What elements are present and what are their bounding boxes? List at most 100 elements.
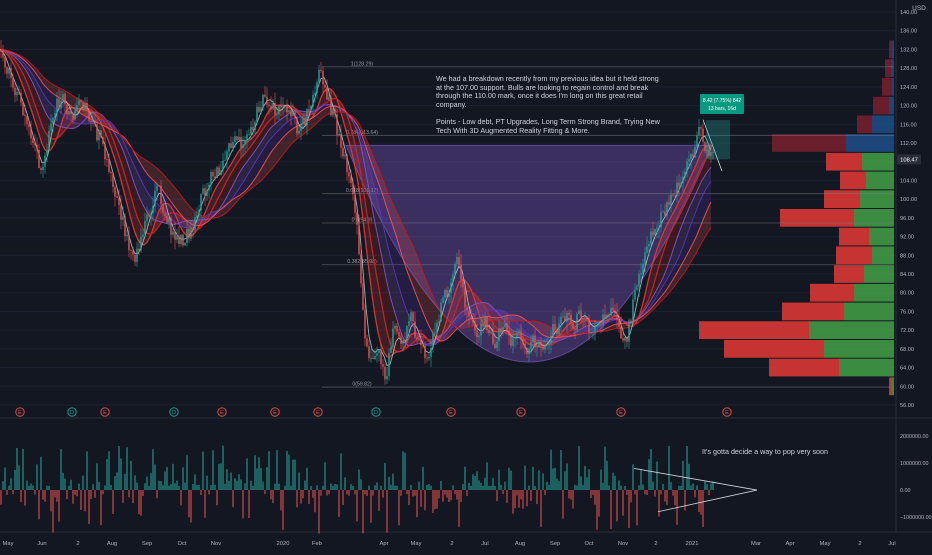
volume-bar — [664, 490, 666, 502]
volume-bar — [506, 490, 508, 503]
candle-body — [152, 205, 154, 214]
profile-row-up — [892, 78, 894, 96]
volume-bar — [404, 452, 406, 491]
event-marker[interactable] — [313, 407, 323, 417]
profile-row-up — [854, 209, 894, 227]
candle-body — [610, 307, 612, 316]
volume-bar — [214, 484, 216, 491]
candle-body — [50, 123, 52, 132]
candle-body — [336, 114, 338, 136]
time-axis[interactable]: May Jun 2 Aug Sep Oct Nov 2020 Feb Apr May 2 Jul Aug S… — [3, 541, 896, 547]
time-tick-label: Mar — [751, 541, 761, 547]
event-marker[interactable] — [15, 407, 25, 417]
event-marker[interactable] — [616, 407, 626, 417]
candle-body — [484, 316, 486, 327]
candle-body — [492, 331, 494, 344]
volume-bar — [648, 458, 650, 491]
candle-body — [526, 348, 528, 355]
volume-bar — [614, 475, 616, 491]
volume-bar — [4, 467, 6, 491]
candle-body — [446, 289, 448, 297]
event-marker-label: E — [316, 410, 320, 416]
volume-bar — [118, 446, 120, 491]
candle-body — [360, 253, 362, 284]
volume-bar — [486, 462, 488, 491]
profile-row-down — [889, 40, 892, 59]
candle-body — [560, 317, 562, 324]
price-axis[interactable]: 140.00 136.00 132.00 128.00 124.00 120.00 116.… — [897, 10, 921, 409]
volume-tick-label: 2000000.00 — [900, 434, 928, 440]
volume-bar — [654, 490, 656, 497]
volume-bar — [552, 468, 554, 491]
volume-axis[interactable]: 2000000.00 1000000.00 0.00 −1000000.00 — [900, 434, 932, 521]
volume-bar — [100, 490, 102, 526]
event-marker[interactable] — [100, 407, 110, 417]
fibonacci-retracement[interactable]: 1(128.29) 0.786(113.64) 0.618(101.17) 0.5(9… — [322, 61, 894, 388]
volume-bar — [610, 490, 612, 530]
candle-body — [254, 122, 256, 130]
candle-body — [346, 154, 348, 173]
candle-body — [98, 130, 100, 141]
volume-bar — [36, 464, 38, 491]
volume-bar — [306, 467, 308, 491]
candle-body — [478, 335, 480, 338]
event-marker[interactable] — [270, 407, 280, 417]
volume-bar — [300, 490, 302, 504]
volume-bar — [140, 490, 142, 516]
candle-body — [230, 143, 232, 148]
volume-bar — [274, 483, 276, 491]
candle-body — [72, 114, 74, 120]
candle-body — [288, 110, 290, 113]
candle-body — [566, 312, 568, 322]
candle-body — [308, 109, 310, 112]
volume-bar — [644, 490, 646, 495]
candle-body — [34, 142, 36, 146]
event-marker[interactable] — [446, 407, 456, 417]
candle-body — [692, 154, 694, 158]
volume-bar — [440, 480, 442, 491]
candle-body — [330, 97, 332, 116]
candle-body — [644, 252, 646, 265]
volume-bar — [276, 450, 278, 491]
long-position-tool[interactable]: 8.42 (7.75%) 842 13 bars, 16d — [700, 94, 744, 160]
candle-body — [550, 335, 552, 344]
volume-bar — [368, 485, 370, 491]
candle-body — [710, 152, 712, 156]
event-marker[interactable] — [516, 407, 526, 417]
candle-body — [80, 100, 82, 103]
volume-bar — [510, 470, 512, 491]
candle-body — [46, 150, 48, 156]
candle-body — [202, 188, 204, 194]
candle-body — [350, 176, 352, 183]
candle-body — [378, 349, 380, 354]
candle-body — [358, 224, 360, 254]
event-marker[interactable] — [722, 407, 732, 417]
volume-bar — [2, 481, 4, 491]
candle-body — [458, 257, 460, 265]
candle-body — [106, 159, 108, 161]
profile-row-down — [885, 59, 891, 77]
candle-body — [158, 185, 160, 187]
fib-level-label: 0.786(113.64) — [346, 130, 378, 136]
volume-bar — [612, 472, 614, 491]
event-marker[interactable] — [169, 407, 179, 417]
volume-bar — [348, 490, 350, 496]
volume-bar — [296, 490, 298, 508]
time-tick-label: Aug — [515, 541, 525, 547]
volume-bar — [586, 477, 588, 491]
candle-body — [190, 227, 192, 239]
event-marker[interactable] — [67, 407, 77, 417]
candle-body — [294, 112, 296, 119]
event-marker[interactable] — [217, 407, 227, 417]
volume-tick-label: 0.00 — [900, 488, 911, 494]
candle-body — [594, 326, 596, 332]
volume-bar — [200, 490, 202, 496]
candle-body — [524, 343, 526, 349]
candlestick-series[interactable] — [0, 40, 723, 385]
event-marker[interactable] — [371, 407, 381, 417]
candle-body — [298, 130, 300, 134]
volume-bar — [566, 463, 568, 491]
